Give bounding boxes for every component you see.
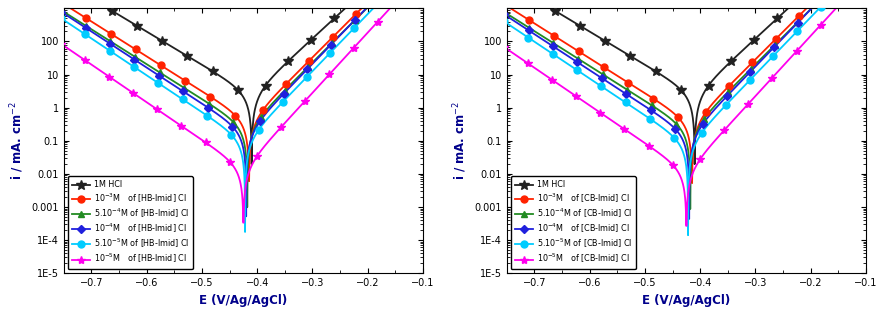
- Y-axis label: i / mA. cm$^{-2}$: i / mA. cm$^{-2}$: [451, 101, 469, 180]
- X-axis label: E (V/Ag/AgCl): E (V/Ag/AgCl): [199, 294, 288, 307]
- Legend: 1M HCl, $10^{-3}$M   of [HB-Imid] Cl, $5.10^{-4}$M of [HB-Imid] Cl, $10^{-4}$M  : 1M HCl, $10^{-3}$M of [HB-Imid] Cl, $5.1…: [68, 176, 193, 269]
- X-axis label: E (V/Ag/AgCl): E (V/Ag/AgCl): [642, 294, 731, 307]
- Y-axis label: i / mA. cm$^{-2}$: i / mA. cm$^{-2}$: [8, 101, 26, 180]
- Legend: 1M HCl, $10^{-3}$M   of [CB-Imid] Cl, $5.10^{-4}$M of [CB-Imid] Cl, $10^{-4}$M  : 1M HCl, $10^{-3}$M of [CB-Imid] Cl, $5.1…: [511, 176, 636, 269]
